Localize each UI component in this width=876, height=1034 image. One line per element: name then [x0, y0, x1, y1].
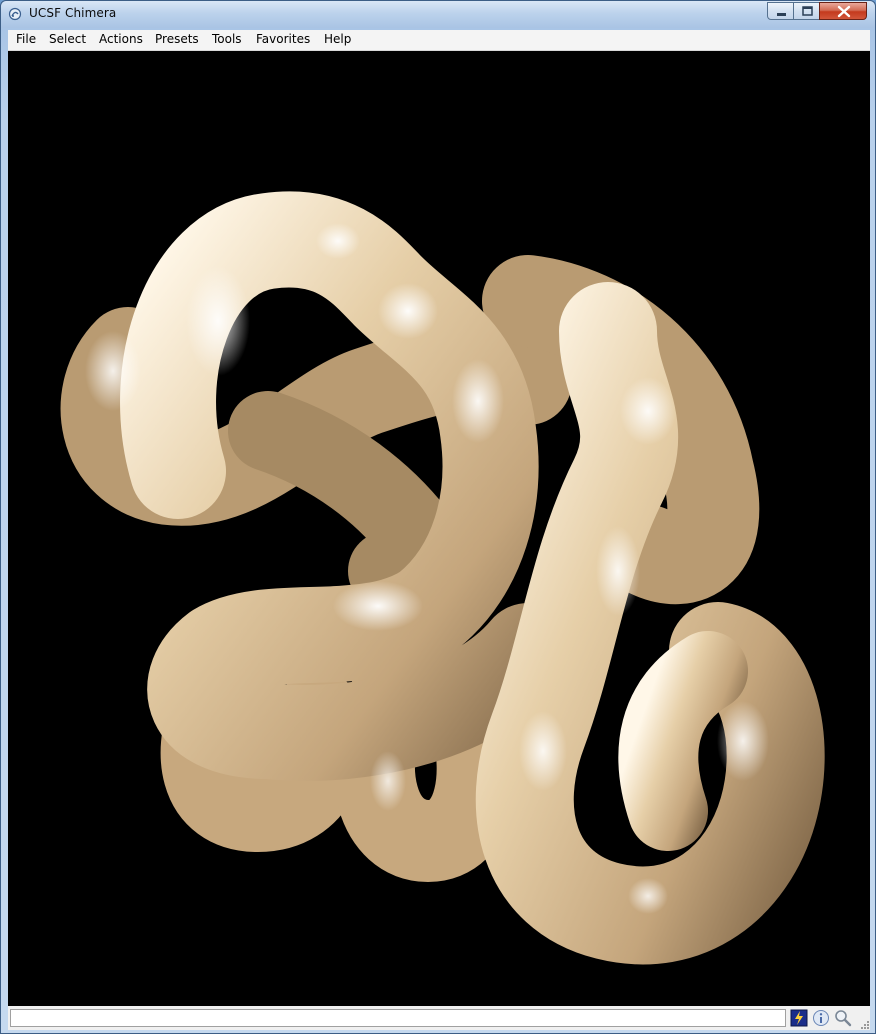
menu-tools[interactable]: Tools: [212, 32, 242, 46]
tube-right-vertical: [475, 282, 825, 965]
protein-tube-model: [60, 191, 825, 965]
maximize-button[interactable]: [793, 2, 820, 20]
tube-front-loop: [120, 191, 576, 781]
magnifier-icon[interactable]: [834, 1009, 852, 1027]
title-bar[interactable]: UCSF Chimera: [1, 1, 875, 28]
tube-right-bottom: [618, 631, 748, 851]
menu-select[interactable]: Select: [49, 32, 87, 46]
specular-highlights: [85, 223, 769, 914]
info-icon[interactable]: [812, 1009, 830, 1027]
window-title: UCSF Chimera: [29, 6, 117, 20]
maximize-icon: [802, 6, 813, 16]
close-button[interactable]: [819, 2, 867, 20]
close-icon: [837, 5, 851, 18]
minimize-button[interactable]: [767, 2, 794, 20]
menu-file[interactable]: File: [16, 32, 37, 46]
menu-favorites[interactable]: Favorites: [256, 32, 311, 46]
status-bar: [8, 1006, 870, 1030]
minimize-icon: [777, 13, 786, 16]
menu-help[interactable]: Help: [324, 32, 352, 46]
rapid-access-icon[interactable]: [790, 1009, 808, 1027]
resize-grip-icon[interactable]: [860, 1020, 870, 1030]
menu-presets[interactable]: Presets: [155, 32, 199, 46]
menu-bar: File Select Actions Presets Tools Favori…: [8, 30, 870, 51]
status-message-field: [10, 1009, 786, 1027]
chimera-app-icon: [8, 7, 22, 21]
graphics-viewport[interactable]: [8, 51, 870, 1006]
menu-actions[interactable]: Actions: [99, 32, 143, 46]
